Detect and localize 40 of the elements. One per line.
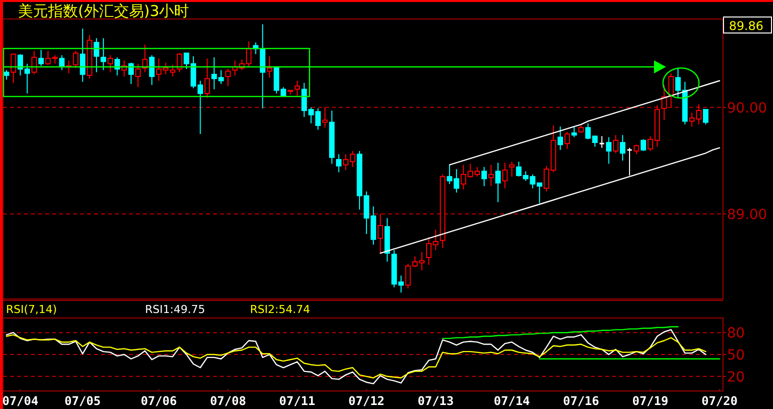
candlestick xyxy=(502,162,508,189)
text: RSI1:49.75 xyxy=(145,303,206,316)
y-tick-label: 90.00 xyxy=(727,100,768,116)
text: RSI2:54.74 xyxy=(250,303,310,316)
x-tick-label: 07/19 xyxy=(632,394,668,408)
candlestick xyxy=(384,218,390,262)
candlestick xyxy=(94,38,100,73)
candlestick xyxy=(378,213,384,254)
y-tick-label: 20 xyxy=(727,369,745,386)
candlestick xyxy=(488,164,494,187)
candlestick xyxy=(495,162,501,203)
x-tick-label: 07/14 xyxy=(494,394,530,408)
y-tick-label: 50 xyxy=(727,348,745,364)
y-tick-label: 80 xyxy=(727,326,745,342)
line-series xyxy=(380,147,720,254)
candlestick xyxy=(661,84,667,121)
x-tick-label: 07/13 xyxy=(418,394,454,408)
candlestick xyxy=(329,110,335,164)
line-series xyxy=(442,326,679,340)
x-tick-label: 07/20 xyxy=(701,394,738,408)
x-tick-label: 07/12 xyxy=(348,394,385,408)
candlestick xyxy=(509,161,515,178)
candlestick xyxy=(620,134,626,162)
chart-title: 美元指数(外汇交易)3小时 xyxy=(18,2,190,20)
text: 89.86 xyxy=(729,19,764,33)
candlestick xyxy=(606,136,612,164)
x-tick-label: 07/11 xyxy=(279,394,316,408)
candlestick xyxy=(266,56,272,78)
candlestick xyxy=(558,126,564,150)
x-tick-label: 07/08 xyxy=(210,394,246,408)
candlestick xyxy=(336,154,342,173)
y-tick-label: 89.00 xyxy=(727,206,768,223)
chart-title: RSI(7,14) xyxy=(6,303,57,316)
candlestick xyxy=(80,28,86,82)
x-tick-label: 07/06 xyxy=(140,394,177,408)
x-tick-label: 07/16 xyxy=(563,394,600,408)
x-tick-label: 07/04 xyxy=(2,394,38,408)
line-series xyxy=(6,329,706,384)
line-series xyxy=(6,334,706,378)
x-tick-label: 07/05 xyxy=(64,394,101,408)
